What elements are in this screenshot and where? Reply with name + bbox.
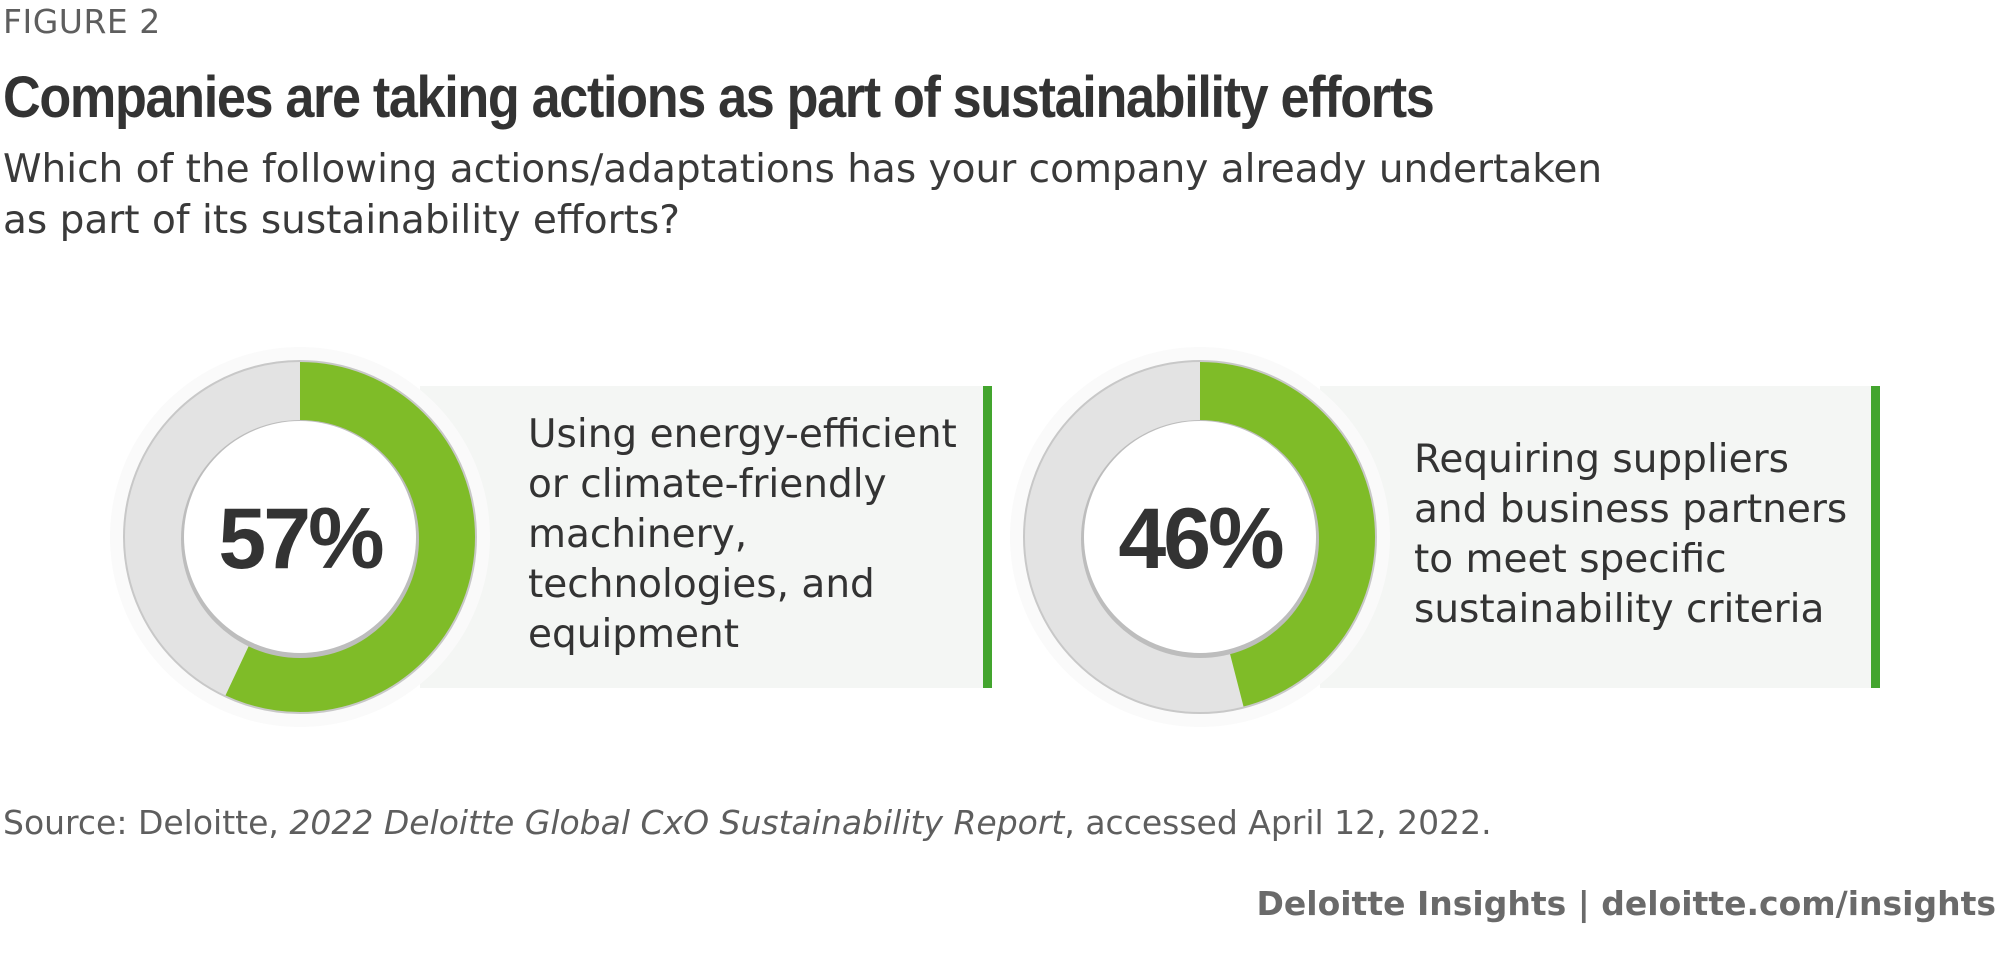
- donut-percentage: 46%: [1118, 491, 1283, 587]
- donut-chart-2: 46%: [1010, 347, 1390, 727]
- source-suffix: , accessed April 12, 2022.: [1064, 803, 1492, 842]
- description-line: Using energy-efficient: [528, 412, 957, 457]
- description-line: or climate-friendly: [528, 462, 887, 507]
- source-prefix: Source: Deloitte,: [3, 803, 290, 842]
- card-accent-bar: [983, 386, 992, 688]
- description-line: machinery,: [528, 512, 748, 557]
- description-line: equipment: [528, 612, 740, 657]
- card-accent-bar: [1871, 386, 1880, 688]
- chart-title: Companies are taking actions as part of …: [3, 65, 1435, 130]
- description-line: technologies, and: [528, 562, 875, 607]
- donut-chart-1: 57%: [110, 347, 490, 727]
- donut-center: [184, 421, 416, 653]
- donut-center: [1084, 421, 1316, 653]
- donut-percentage: 57%: [218, 491, 383, 587]
- source-note: Source: Deloitte, 2022 Deloitte Global C…: [3, 803, 1492, 842]
- stat-card-2: [1320, 386, 1880, 688]
- stat-description-2: Requiring suppliers and business partner…: [1414, 435, 1847, 635]
- donut-value-arc: [225, 361, 476, 713]
- footer-credit: Deloitte Insights | deloitte.com/insight…: [1256, 884, 1996, 923]
- donut-outline: [1023, 360, 1377, 714]
- stat-description-1: Using energy-efficient or climate-friend…: [528, 410, 957, 660]
- description-line: Requiring suppliers: [1414, 437, 1789, 482]
- donut-outline: [123, 360, 477, 714]
- description-line: sustainability criteria: [1414, 587, 1825, 632]
- source-report-title: 2022 Deloitte Global CxO Sustainability …: [289, 803, 1065, 842]
- chart-subtitle: Which of the following actions/adaptatio…: [3, 147, 1603, 243]
- donut-value-arc: [1199, 361, 1376, 708]
- figure-label: FIGURE 2: [3, 2, 161, 41]
- description-line: and business partners: [1414, 487, 1848, 532]
- stat-card-1: [420, 386, 992, 688]
- description-line: to meet specific: [1414, 537, 1727, 582]
